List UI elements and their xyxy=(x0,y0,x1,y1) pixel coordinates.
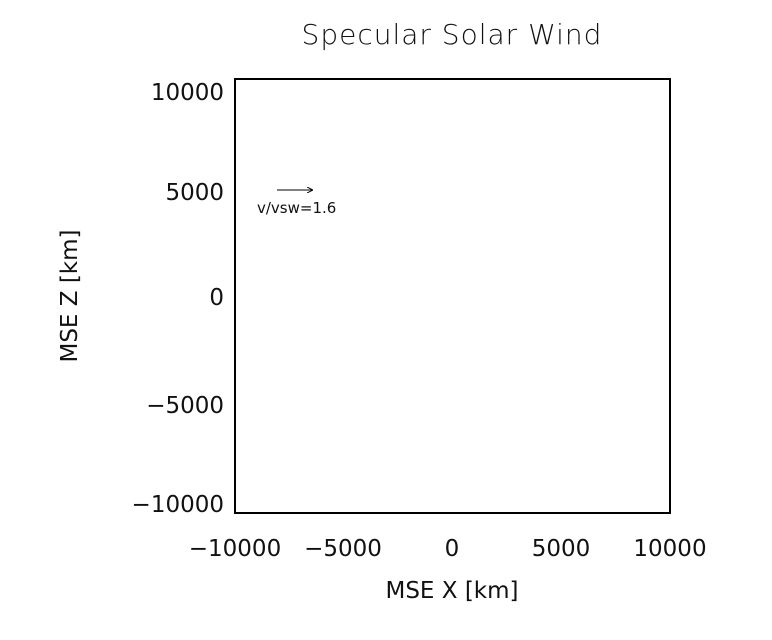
x-tick-label: 10000 xyxy=(633,536,706,562)
chart-title: Specular Solar Wind xyxy=(302,18,603,51)
y-tick-label: 0 xyxy=(209,285,224,311)
y-tick-label: 5000 xyxy=(165,180,224,206)
x-tick-labels: −10000 −5000 0 5000 10000 xyxy=(189,536,707,562)
y-tick-label: −10000 xyxy=(132,492,224,518)
x-tick-label: −10000 xyxy=(189,536,281,562)
x-tick-label: 5000 xyxy=(532,536,591,562)
legend: v/vsw=1.6 xyxy=(257,190,336,217)
y-tick-label: −5000 xyxy=(146,393,224,419)
x-tick-label: 0 xyxy=(445,536,460,562)
x-axis-label: MSE X [km] xyxy=(385,578,518,604)
y-tick-labels: −10000 −5000 0 5000 10000 xyxy=(132,80,224,518)
plot-frame xyxy=(234,78,671,514)
legend-label: v/vsw=1.6 xyxy=(257,199,336,217)
y-axis-label: MSE Z [km] xyxy=(57,229,83,362)
x-tick-label: −5000 xyxy=(304,536,382,562)
y-tick-label: 10000 xyxy=(151,80,224,106)
